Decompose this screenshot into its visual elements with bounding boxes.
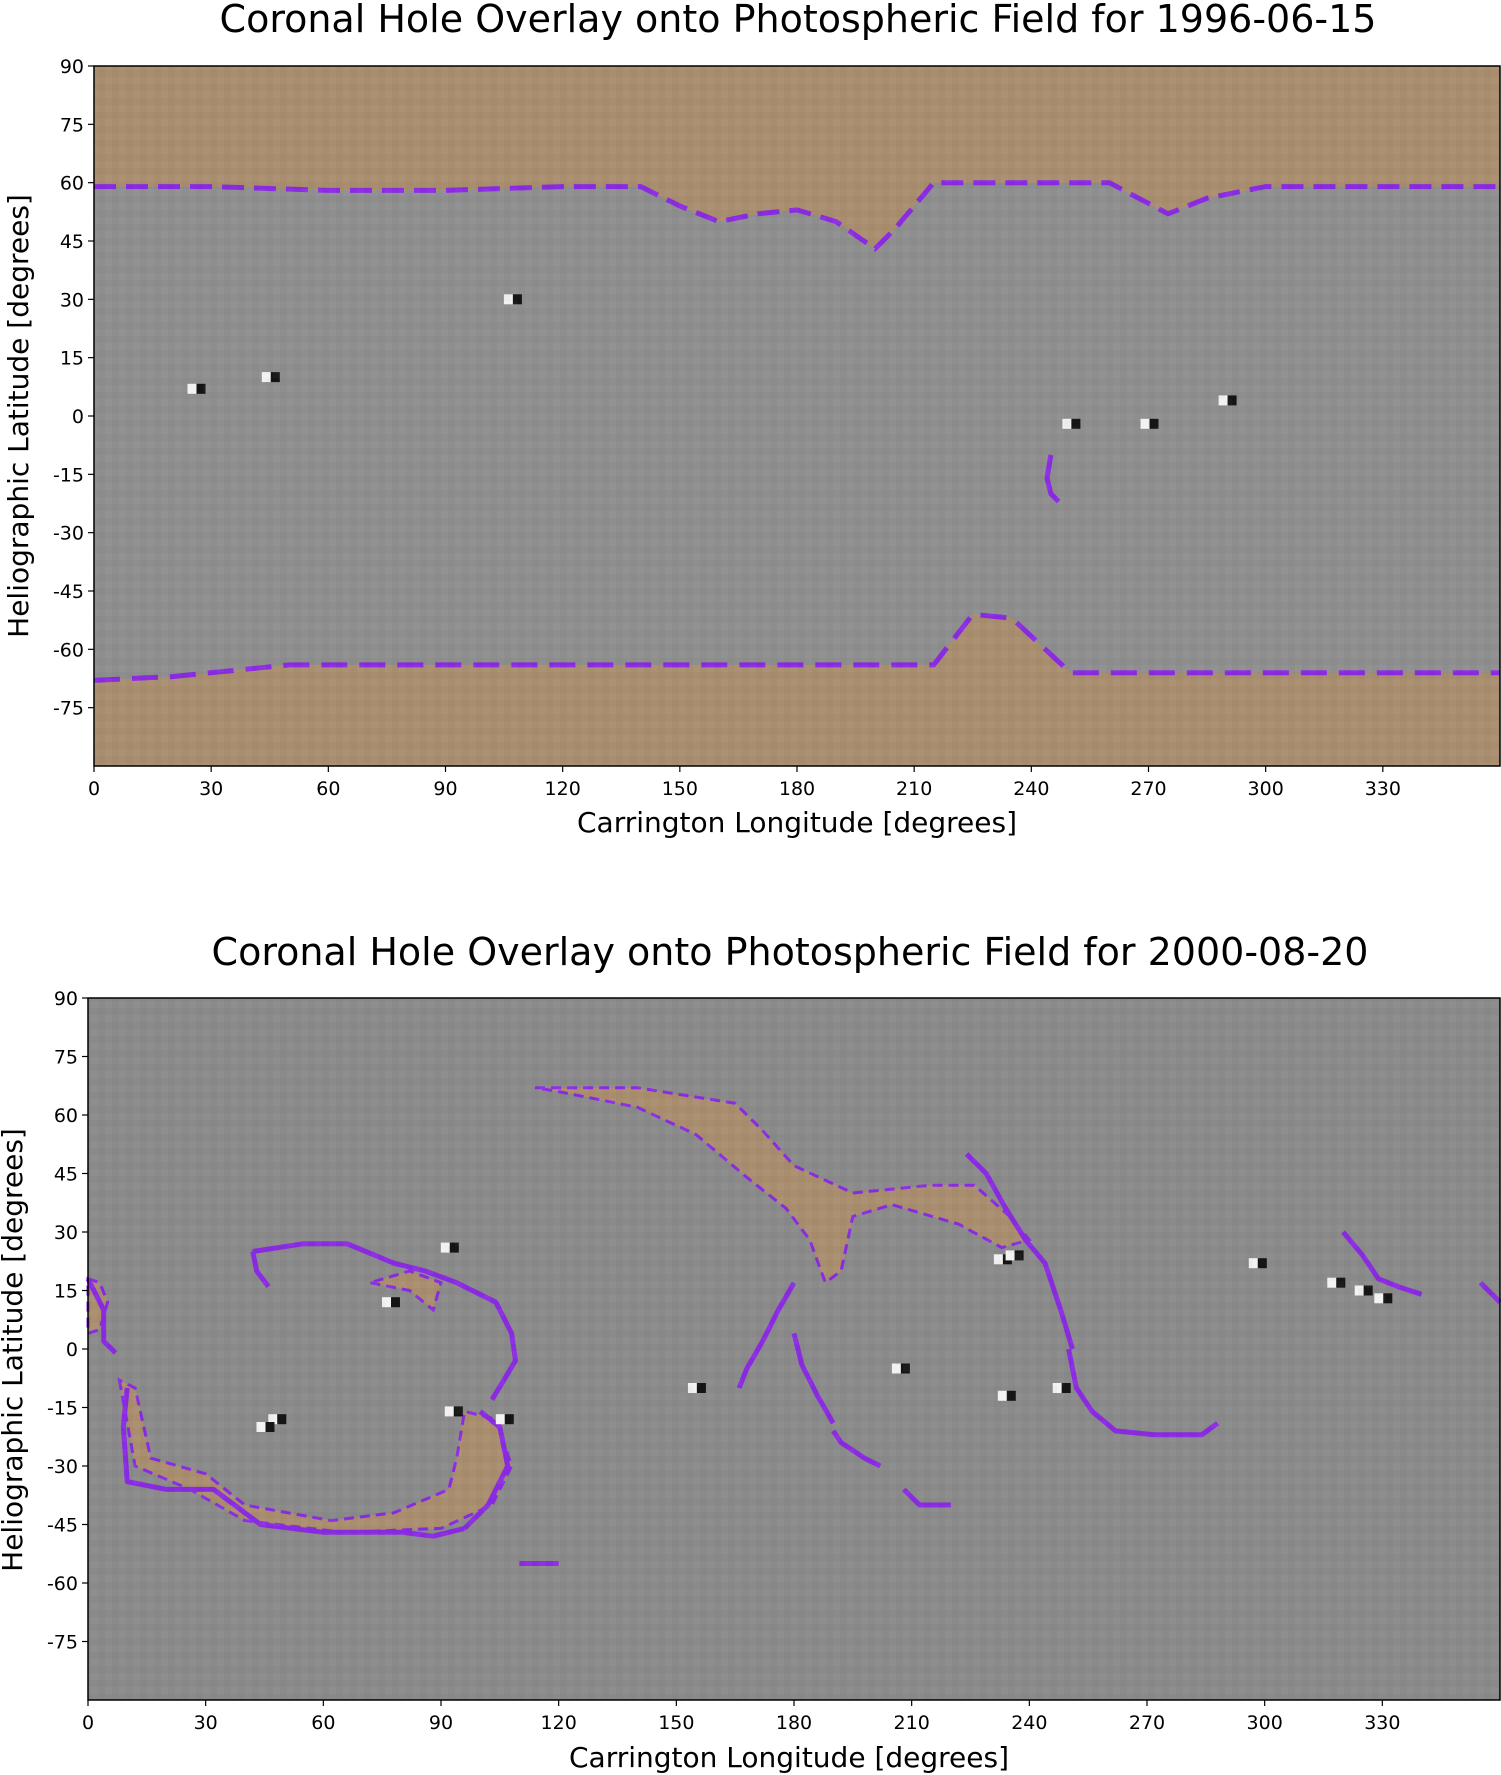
y-tick-label: -15	[53, 464, 84, 486]
chart-1-ylabel: Heliographic Latitude [degrees]	[2, 194, 35, 638]
y-tick-label: -30	[53, 523, 84, 545]
y-tick-label: -75	[47, 1632, 78, 1654]
x-tick-label: 90	[429, 1712, 453, 1734]
x-tick-label: 330	[1364, 1712, 1400, 1734]
y-tick-label: 30	[54, 1222, 78, 1244]
x-tick-label: 180	[776, 1712, 812, 1734]
y-tick-label: 15	[60, 348, 84, 370]
x-tick-label: 300	[1247, 1712, 1283, 1734]
chart-2-x-ticks: 0 30 60 90 120 150 180 210 240 270 300 330	[82, 1700, 1400, 1734]
x-tick-label: 210	[894, 1712, 930, 1734]
x-tick-label: 240	[1013, 778, 1049, 800]
y-tick-label: -15	[47, 1398, 78, 1420]
x-tick-label: 60	[311, 1712, 335, 1734]
y-tick-label: -30	[47, 1456, 78, 1478]
chart-2-pixel-texture	[88, 998, 1500, 1700]
y-tick-label: 60	[60, 173, 84, 195]
x-tick-label: 330	[1365, 778, 1401, 800]
x-tick-label: 30	[199, 778, 223, 800]
y-tick-label: -45	[47, 1515, 78, 1537]
chart-1-title: Coronal Hole Overlay onto Photospheric F…	[220, 0, 1377, 41]
x-tick-label: 120	[541, 1712, 577, 1734]
x-tick-label: 270	[1129, 1712, 1165, 1734]
y-tick-label: 15	[54, 1281, 78, 1303]
y-tick-label: 30	[60, 289, 84, 311]
panel-1: Coronal Hole Overlay onto Photospheric F…	[2, 0, 1501, 839]
chart-2-y-ticks: 90 75 60 45 30 15 0 -15 -30 -45 -60 -75	[47, 988, 88, 1654]
chart-1-pixel-texture	[94, 66, 1500, 766]
chart-2-title: Coronal Hole Overlay onto Photospheric F…	[212, 930, 1369, 974]
y-tick-label: 90	[54, 988, 78, 1010]
chart-1-y-ticks: 90 75 60 45 30 15 0 -15 -30 -45 -60 -75	[53, 56, 94, 720]
x-tick-label: 60	[316, 778, 340, 800]
x-tick-label: 30	[194, 1712, 218, 1734]
x-tick-label: 180	[779, 778, 815, 800]
x-tick-label: 0	[88, 778, 100, 800]
x-tick-label: 210	[896, 778, 932, 800]
y-tick-label: -60	[47, 1573, 78, 1595]
x-tick-label: 150	[662, 778, 698, 800]
chart-2-xlabel: Carrington Longitude [degrees]	[569, 1741, 1009, 1774]
y-tick-label: -45	[53, 581, 84, 603]
x-tick-label: 90	[433, 778, 457, 800]
chart-2-plot-area	[85, 998, 1501, 1700]
y-tick-label: 45	[60, 231, 84, 253]
y-tick-label: 90	[60, 56, 84, 78]
x-tick-label: 270	[1130, 778, 1166, 800]
y-tick-label: -75	[53, 698, 84, 720]
y-tick-label: 75	[60, 114, 84, 136]
chart-1-x-ticks: 0 30 60 90 120 150 180 210 240 270 300 330	[88, 766, 1401, 800]
y-tick-label: 0	[66, 1339, 78, 1361]
y-tick-label: -60	[53, 639, 84, 661]
chart-1-plot-area	[93, 66, 1500, 766]
x-tick-label: 150	[658, 1712, 694, 1734]
y-tick-label: 60	[54, 1105, 78, 1127]
y-tick-label: 75	[54, 1047, 78, 1069]
x-tick-label: 0	[82, 1712, 94, 1734]
x-tick-label: 120	[545, 778, 581, 800]
panel-2: Coronal Hole Overlay onto Photospheric F…	[0, 930, 1501, 1774]
x-tick-label: 240	[1011, 1712, 1047, 1734]
y-tick-label: 0	[72, 406, 84, 428]
x-tick-label: 300	[1248, 778, 1284, 800]
chart-2-ylabel: Heliographic Latitude [degrees]	[0, 1128, 29, 1572]
y-tick-label: 45	[54, 1164, 78, 1186]
chart-1-xlabel: Carrington Longitude [degrees]	[577, 806, 1017, 839]
